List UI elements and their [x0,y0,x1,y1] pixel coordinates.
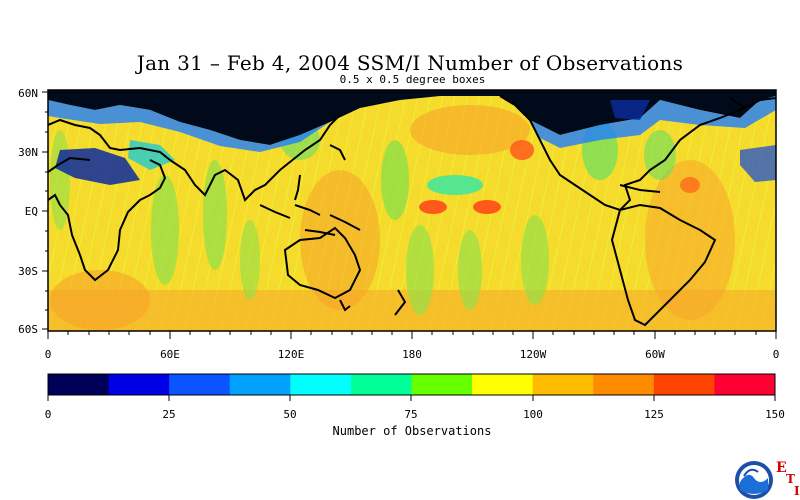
map-title: Jan 31 – Feb 4, 2004 SSM/I Number of Obs… [136,51,684,75]
colorbar-label-100: 100 [523,408,543,421]
lat-label-60n: 60N [18,87,38,100]
coastlines [48,95,776,327]
colorbar-swatch [350,374,412,395]
lon-label-120w: 120W [519,348,547,361]
observation-field [48,90,776,331]
colorbar-label-75: 75 [404,408,418,421]
colorbar-label-125: 125 [644,408,664,421]
colorbar [48,374,776,395]
noaa-logo-icon [735,461,773,499]
colorbar-swatch [48,374,110,395]
lon-label-0: 0 [44,348,52,361]
colorbar-swatch [169,374,231,395]
colorbar-label-25: 25 [162,408,176,421]
colorbar-swatch [653,374,715,395]
colorbar-swatch [108,374,170,395]
eti-letter-i: I [794,484,800,498]
eti-letter-t: T [786,472,795,486]
lon-label-60e: 60E [160,348,180,361]
lat-ticks [42,91,48,330]
lon-label-60w: 60W [645,348,665,361]
lon-label-0-east: 0 [772,348,780,361]
lon-label-180: 180 [402,348,422,361]
colorbar-swatch [229,374,291,395]
colorbar-swatch [472,374,534,395]
colorbar-swatch [714,374,776,395]
lat-label-30n: 30N [18,146,38,159]
colorbar-swatch [593,374,655,395]
colorbar-label-150: 150 [765,408,785,421]
lat-label-30s: 30S [18,265,38,278]
colorbar-title: Number of Observations [332,424,492,438]
map-subtitle: 0.5 x 0.5 degree boxes [339,73,486,86]
colorbar-ticks [47,395,776,401]
lon-label-120e: 120E [277,348,305,361]
colorbar-swatch [532,374,594,395]
lat-label-eq: EQ [24,205,38,218]
lon-axis [47,330,777,339]
colorbar-swatch [411,374,473,395]
eti-letter-e: E [776,460,787,476]
colorbar-swatch [290,374,352,395]
colorbar-label-0: 0 [44,408,52,421]
colorbar-label-50: 50 [283,408,297,421]
lat-label-60s: 60S [18,323,38,336]
